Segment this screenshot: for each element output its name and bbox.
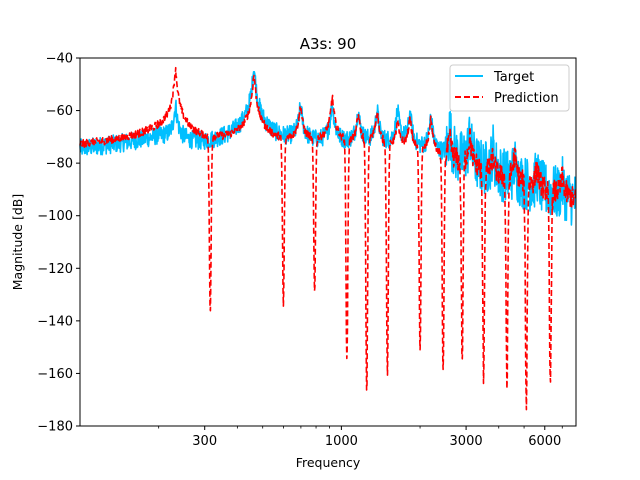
y-tick-label: −120: [37, 262, 73, 277]
y-tick-label: −100: [37, 209, 73, 224]
legend-label-target: Target: [493, 70, 534, 85]
y-axis-title: Magnitude [dB]: [10, 194, 25, 290]
x-axis-title: Frequency: [296, 455, 361, 470]
legend: Target Prediction: [449, 64, 570, 112]
axes-frame: [79, 57, 577, 427]
x-tick-label: 1000: [325, 434, 358, 449]
chart-title: A3s: 90: [300, 35, 357, 53]
x-tick-label: 6000: [528, 434, 561, 449]
series-line-prediction: [79, 66, 577, 411]
x-tick-label: 3000: [450, 434, 483, 449]
y-tick-label: −40: [46, 52, 73, 67]
y-tick-label: −60: [46, 104, 73, 119]
y-tick-label: −160: [37, 367, 73, 382]
y-axis: −40 −60 −80 −100 −120 −140 −160 −180: [37, 52, 80, 435]
y-tick-label: −80: [46, 157, 73, 172]
y-tick-label: −140: [37, 314, 73, 329]
x-axis: 300 1000 3000 6000: [158, 426, 563, 449]
plot-area: [79, 66, 577, 411]
series-line-target: [79, 71, 577, 226]
y-tick-label: −180: [37, 420, 73, 435]
legend-label-prediction: Prediction: [494, 91, 559, 106]
x-tick-label: 300: [192, 434, 217, 449]
